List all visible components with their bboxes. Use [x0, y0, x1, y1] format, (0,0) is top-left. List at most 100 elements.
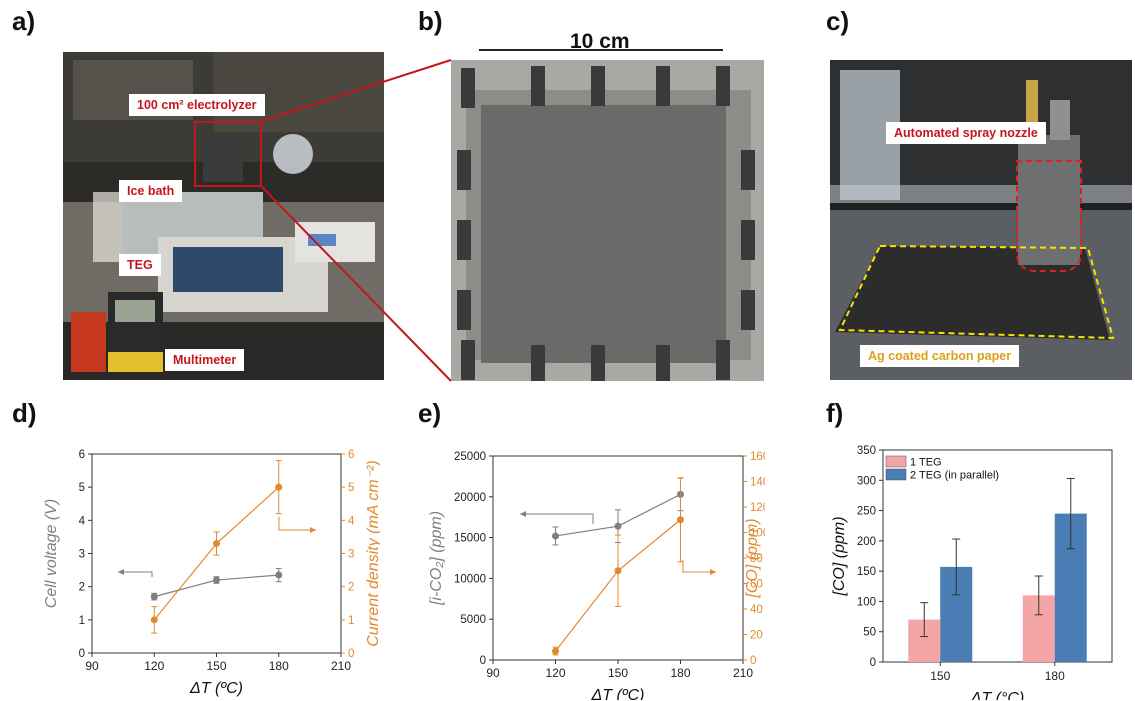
right-axis-indicator-arrow: [278, 517, 316, 531]
y-right-tick-label: 4: [348, 515, 355, 527]
electrode-illustration: [457, 66, 755, 381]
y-right-tick-label: 0: [348, 648, 354, 660]
electrolyzer-highlight-box: [194, 121, 262, 187]
x-tick-label: 120: [144, 659, 164, 673]
series-0-point: [150, 593, 158, 601]
y-right-tick-label: 20: [750, 630, 763, 642]
label-electrolyzer: 100 cm² electrolyzer: [129, 94, 265, 116]
y-right-axis-label: Current density (mA cm⁻²): [365, 460, 380, 647]
label-carbon-paper: Ag coated carbon paper: [860, 345, 1020, 367]
series-1-point: [677, 516, 684, 524]
legend-label-1: 2 TEG (in parallel): [910, 470, 999, 482]
y-left-tick-label: 20000: [454, 492, 486, 504]
y-left-tick-label: 5000: [460, 614, 486, 626]
y-right-tick-label: 160: [750, 451, 765, 463]
photo-electrode: [451, 60, 764, 381]
y-right-tick-label: 100: [750, 528, 765, 540]
y-right-tick-label: 80: [750, 553, 763, 565]
series-1-point: [213, 540, 220, 548]
y-left-tick-label: 25000: [454, 451, 486, 463]
y-left-tick-label: 0: [79, 648, 85, 660]
series-0-point: [552, 532, 559, 540]
y-left-tick-label: 15000: [454, 533, 486, 545]
x-tick-label: 150: [206, 659, 226, 673]
y-right-tick-label: 140: [750, 477, 765, 489]
photo-lab-setup: 100 cm² electrolyzer Ice bath TEG Multim…: [63, 52, 384, 380]
y-tick-label: 350: [857, 445, 876, 457]
x-tick-label: 150: [930, 669, 950, 683]
y-tick-label: 50: [863, 627, 876, 639]
panel-label-c: c): [826, 6, 850, 36]
panel-label-f: f): [826, 398, 844, 428]
y-left-tick-label: 0: [480, 655, 486, 667]
series-0-point: [275, 571, 283, 579]
x-tick-label: 180: [670, 666, 690, 680]
x-tick-label: 120: [545, 666, 565, 680]
x-tick-label: 150: [608, 666, 628, 680]
carbon-paper-outline-shape: [838, 244, 1115, 340]
y-tick-label: 200: [857, 536, 876, 548]
y-right-tick-label: 5: [348, 482, 354, 494]
y-tick-label: 250: [857, 506, 876, 518]
y-tick-label: 300: [857, 475, 876, 487]
right-axis-indicator-arrowhead: [310, 527, 316, 533]
y-right-tick-label: 60: [750, 579, 763, 591]
y-left-tick-label: 2: [79, 582, 85, 594]
y-left-axis-label: Cell voltage (V): [43, 499, 60, 608]
y-left-tick-label: 1: [79, 615, 85, 627]
x-tick-label: 180: [269, 659, 289, 673]
legend-label-0: 1 TEG: [910, 457, 942, 469]
y-left-tick-label: 4: [79, 515, 86, 527]
y-right-tick-label: 2: [348, 582, 354, 594]
scale-bar-label: 10 cm: [570, 30, 630, 53]
y-right-tick-label: 120: [750, 502, 765, 514]
chart-e-ico2-co-concentration: 90 120 150 180 21005000100001500020000250000…: [428, 451, 765, 700]
x-axis-label: ΔT (ºC): [189, 680, 243, 697]
y-right-tick-label: 6: [348, 449, 354, 461]
panel-label-b: b): [418, 6, 443, 36]
left-axis-indicator-arrowhead: [118, 569, 124, 575]
x-tick-label: 90: [486, 666, 500, 680]
nozzle-outline: [1016, 160, 1082, 272]
y-right-tick-label: 0: [750, 655, 756, 667]
photo-spray-setup: Automated spray nozzle Ag coated carbon …: [830, 60, 1132, 380]
x-tick-label: 210: [331, 659, 351, 673]
y-tick-label: 150: [857, 566, 876, 578]
y-left-tick-label: 5: [79, 482, 85, 494]
series-0-point: [213, 576, 220, 584]
y-left-tick-label: 3: [79, 549, 85, 561]
y-left-tick-label: 10000: [454, 573, 486, 585]
label-multimeter: Multimeter: [165, 349, 245, 371]
panel-label-d: d): [12, 398, 37, 428]
series-1-point: [614, 567, 622, 575]
x-tick-label: 180: [1045, 669, 1065, 683]
x-tick-label: 90: [85, 659, 99, 673]
legend-swatch-1: [885, 468, 907, 481]
left-axis-indicator-arrow: [118, 571, 153, 577]
x-tick-label: 210: [733, 666, 753, 680]
panel-label-e: e): [418, 398, 442, 428]
y-left-tick-label: 6: [79, 449, 85, 461]
series-1-point: [275, 483, 283, 491]
legend-swatch-0: [885, 455, 907, 468]
plot-frame: [882, 449, 1113, 663]
y-tick-label: 0: [870, 657, 876, 669]
panel-label-a: a): [12, 6, 36, 36]
left-axis-indicator-arrow: [520, 513, 594, 524]
y-axis-label: [CO] (ppm): [831, 516, 848, 596]
label-ice-bath: Ice bath: [119, 180, 183, 202]
y-right-tick-label: 3: [348, 549, 354, 561]
y-right-tick-label: 40: [750, 604, 763, 616]
left-axis-indicator-arrowhead: [520, 511, 526, 517]
x-axis-label: ΔT (ºC): [590, 687, 644, 700]
y-right-tick-label: 1: [348, 615, 354, 627]
series-1-point: [552, 647, 559, 655]
carbon-paper-outline: [838, 244, 1116, 340]
label-spray-nozzle: Automated spray nozzle: [886, 122, 1046, 144]
right-axis-indicator-arrow: [682, 560, 716, 573]
right-axis-indicator-arrowhead: [710, 569, 716, 575]
y-right-axis-label: [CO] (ppm): [744, 518, 761, 598]
x-axis-label: ΔT (°C): [970, 690, 1025, 700]
